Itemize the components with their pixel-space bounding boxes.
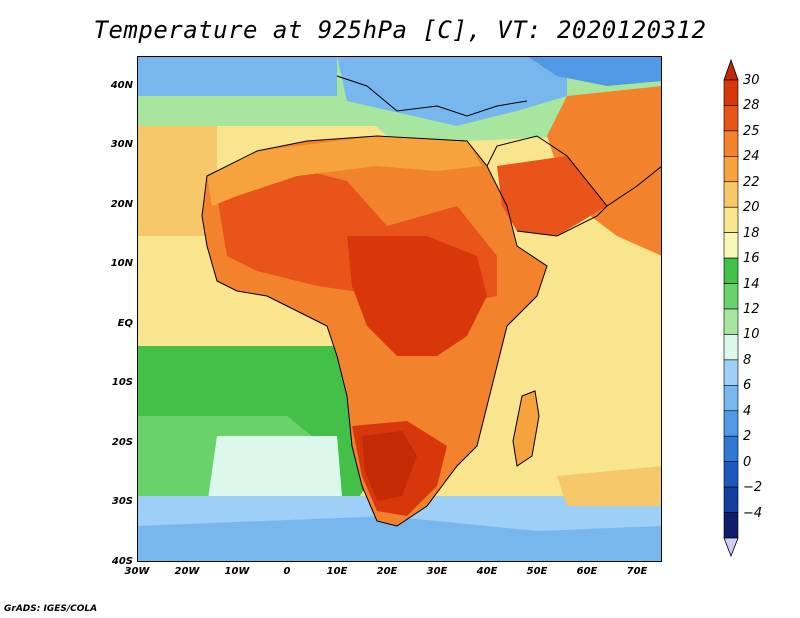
colorbar-label: 0 bbox=[743, 454, 752, 470]
map-panel bbox=[137, 56, 662, 562]
colorbar-label: 6 bbox=[743, 378, 752, 394]
colorbar-swatch bbox=[723, 385, 739, 412]
lon-label-0: 0 bbox=[283, 566, 291, 577]
map-canvas bbox=[137, 56, 662, 562]
colorbar-label: 4 bbox=[743, 403, 752, 419]
colorbar-label: 18 bbox=[743, 225, 760, 241]
madagascar-coastline bbox=[512, 390, 540, 467]
lon-label-60e: 60E bbox=[576, 566, 598, 577]
colorbar-swatch bbox=[723, 359, 739, 386]
lon-label-40e: 40E bbox=[476, 566, 498, 577]
colorbar-label: 8 bbox=[743, 352, 752, 368]
arabian-peninsula bbox=[497, 156, 607, 236]
lat-label-40s: 40S bbox=[111, 556, 133, 567]
arabia-coastline bbox=[486, 135, 608, 237]
colorbar-swatch bbox=[723, 79, 739, 106]
lat-label-40n: 40N bbox=[110, 80, 133, 91]
lat-label-eq: EQ bbox=[117, 318, 133, 329]
indian-ocean bbox=[517, 356, 662, 496]
lat-label-20s: 20S bbox=[111, 437, 133, 448]
colorbar-label: 30 bbox=[743, 73, 760, 88]
eastern-europe-cold bbox=[527, 56, 662, 86]
central-africa-hot bbox=[347, 236, 487, 356]
lon-label-50e: 50E bbox=[526, 566, 548, 577]
colorbar-swatch bbox=[723, 283, 739, 310]
asia-coastline bbox=[606, 165, 662, 207]
lon-label-30e: 30E bbox=[426, 566, 448, 577]
indian-ocean-warm-tongue bbox=[557, 466, 662, 506]
colorbar-label: −4 bbox=[743, 505, 763, 521]
colorbar-label: 22 bbox=[743, 174, 760, 190]
middle-east-region bbox=[547, 86, 662, 256]
colorbar-swatch bbox=[723, 486, 739, 513]
lon-label-20w: 20W bbox=[174, 566, 200, 577]
colorbar-swatch bbox=[723, 512, 739, 539]
lat-label-10s: 10S bbox=[111, 377, 133, 388]
colorbar-label: 25 bbox=[743, 123, 760, 139]
colorbar-swatch bbox=[723, 232, 739, 259]
colorbar-label: 2 bbox=[743, 429, 752, 445]
colorbar-swatch bbox=[723, 130, 739, 157]
southern-ocean-cold bbox=[137, 516, 662, 562]
north-atlantic-cool bbox=[137, 56, 337, 96]
lon-label-10e: 10E bbox=[326, 566, 348, 577]
colorbar-swatch bbox=[723, 308, 739, 335]
colorbar-swatch bbox=[723, 181, 739, 208]
kalahari-hot bbox=[362, 431, 417, 501]
colorbar-swatch bbox=[723, 435, 739, 462]
lon-label-10w: 10W bbox=[224, 566, 250, 577]
colorbar-top-arrow bbox=[723, 58, 739, 81]
north-africa-fringe bbox=[207, 136, 482, 206]
lat-label-30n: 30N bbox=[110, 139, 133, 150]
colorbar-swatch bbox=[723, 257, 739, 284]
grads-credit: GrADS: IGES/COLA bbox=[4, 604, 98, 614]
lon-label-30w: 30W bbox=[124, 566, 150, 577]
colorbar-label: −2 bbox=[743, 480, 763, 496]
colorbar-label: 10 bbox=[743, 327, 760, 343]
colorbar-label: 14 bbox=[743, 276, 760, 292]
colorbar-swatch bbox=[723, 461, 739, 488]
lat-label-20n: 20N bbox=[110, 199, 133, 210]
colorbar-label: 20 bbox=[743, 200, 760, 216]
chart-title: Temperature at 925hPa [C], VT: 202012031… bbox=[93, 16, 707, 44]
lat-label-10n: 10N bbox=[110, 258, 133, 269]
map-border bbox=[137, 56, 662, 562]
lon-label-70e: 70E bbox=[626, 566, 648, 577]
lon-label-20e: 20E bbox=[376, 566, 398, 577]
colorbar-swatch bbox=[723, 410, 739, 437]
europe-coastline bbox=[336, 75, 528, 117]
colorbar-label: 12 bbox=[743, 302, 760, 317]
colorbar-swatch bbox=[723, 156, 739, 183]
colorbar-label: 16 bbox=[743, 251, 760, 267]
mediterranean-region bbox=[347, 101, 577, 141]
colorbar-swatch bbox=[723, 105, 739, 132]
colorbar-swatch bbox=[723, 334, 739, 361]
colorbar bbox=[723, 58, 739, 558]
colorbar-label: 28 bbox=[743, 98, 760, 114]
colorbar-label: 24 bbox=[743, 149, 760, 165]
lat-label-30s: 30S bbox=[111, 496, 133, 507]
colorbar-swatch bbox=[723, 206, 739, 233]
colorbar-bottom-arrow bbox=[723, 537, 739, 558]
africa-coastline bbox=[201, 135, 548, 527]
